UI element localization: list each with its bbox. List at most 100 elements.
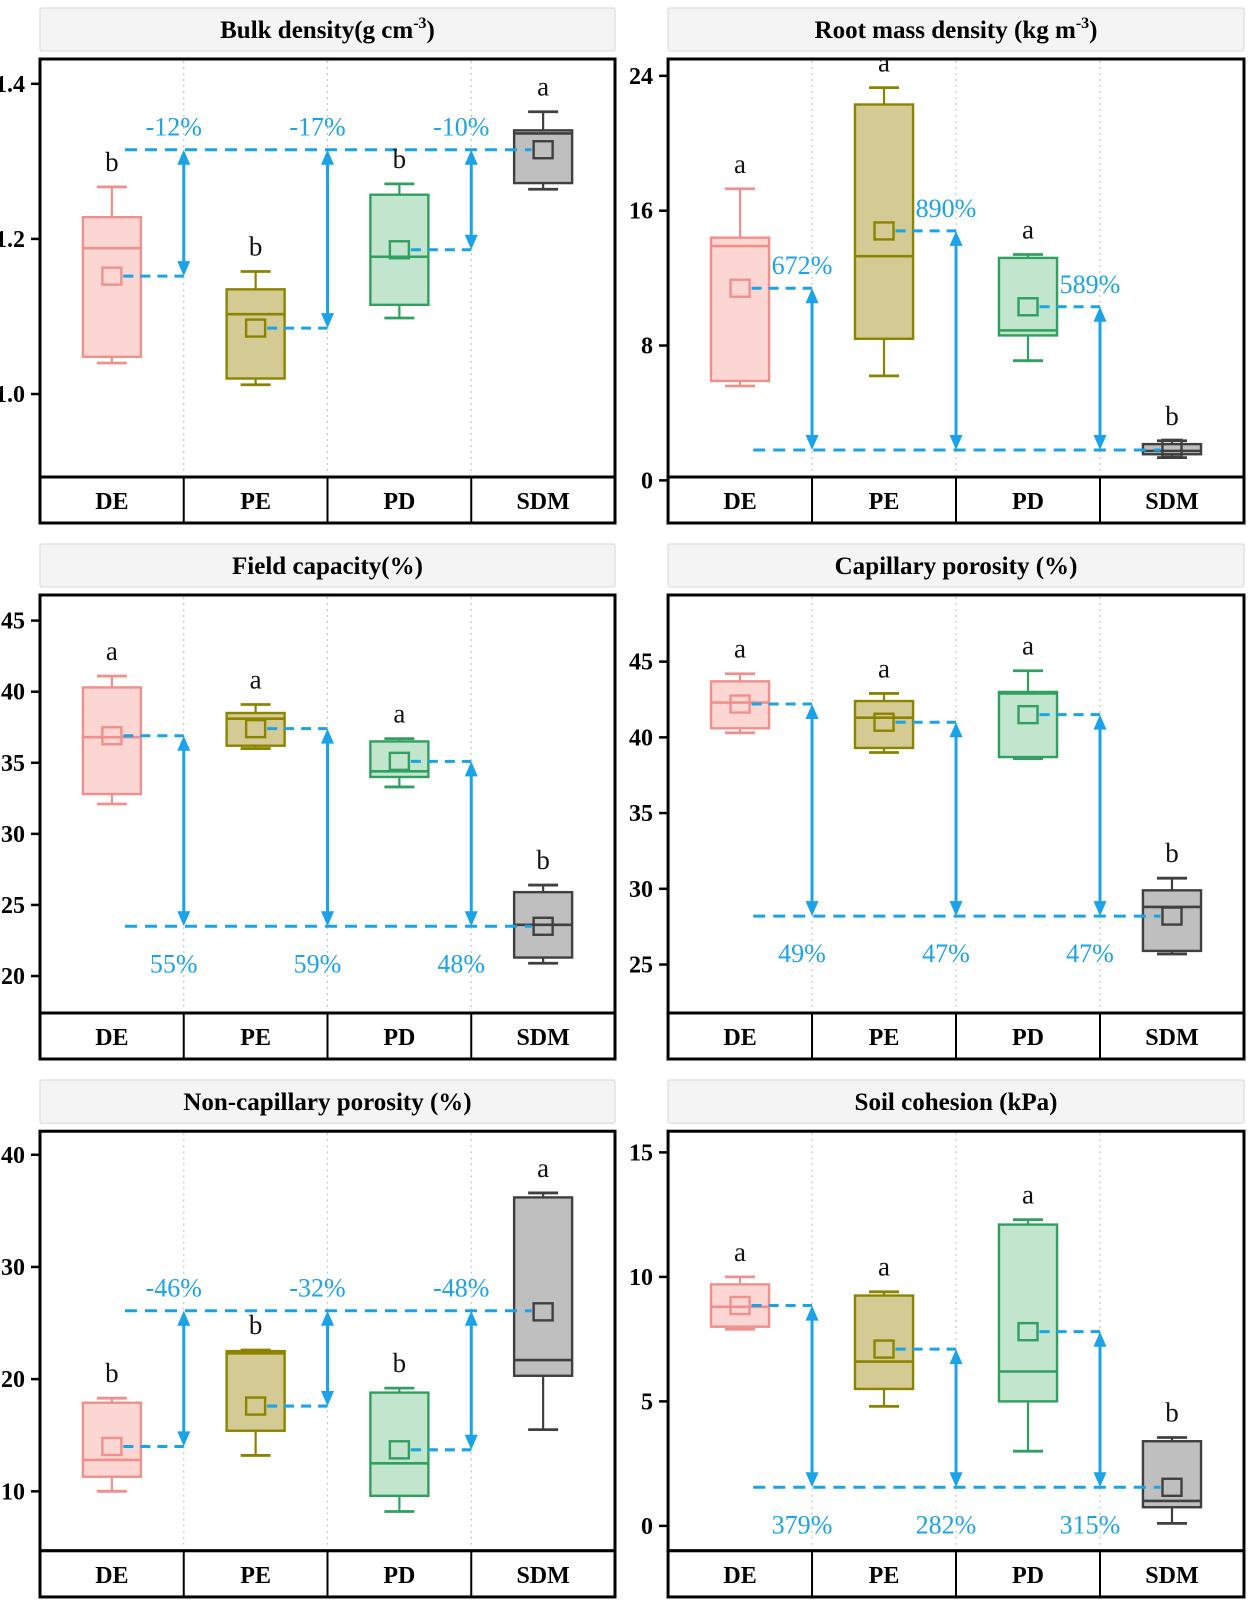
sig-letter: b [393,144,407,174]
annotation-PD: 47% [1039,713,1114,968]
iqr-box [512,1196,574,1377]
annotation-PE: 47% [895,720,970,968]
annotation-DE: -46% [123,1274,202,1448]
percent-change-label: -48% [433,1274,489,1303]
arrow-head-up-icon [321,728,334,744]
panel-title-strip [39,7,616,52]
mean-marker [388,1440,411,1460]
y-tick-label: 1.0 [0,382,25,408]
arrow-head-up-icon [321,1310,334,1326]
sig-letter: a [878,1252,890,1282]
y-tick-label: 20 [1,1367,25,1393]
arrow-head-down-icon [177,911,191,927]
arrow-head-down-icon [464,234,478,250]
percent-change-label: 672% [772,251,833,280]
mean-marker [101,266,123,286]
category-label-SDM: SDM [1145,1025,1198,1051]
mean-marker [1017,704,1039,725]
arrow-head-up-icon [805,704,819,720]
sig-letter: b [1165,401,1179,431]
category-label-SDM: SDM [1145,1563,1198,1589]
y-tick-label: 40 [629,725,653,751]
category-label-PE: PE [869,489,900,515]
arrow-head-up-icon [1093,1331,1107,1347]
arrow-head-up-icon [1093,714,1107,730]
arrow-head-up-icon [464,761,478,777]
arrow-head-down-icon [1093,1472,1107,1488]
sig-letter: b [249,1310,263,1340]
annotation-DE: 55% [123,734,198,978]
annotation-DE: 49% [751,702,826,968]
percent-change-label: 59% [294,949,342,978]
category-label-PD: PD [383,1025,415,1051]
panel-title: Bulk density(g cm-3) [220,15,435,44]
panel-svg: Bulk density(g cm-3) 1.0 1.2 1.4 -12% -17% -10… [0,7,617,525]
percent-change-label: 55% [150,949,198,978]
iqr-box [225,1349,286,1432]
iqr-box [81,686,143,796]
panel-field-capacity: Field capacity(%) 20 25 30 35 40 45 55% 59% 48% a a… [0,536,628,1072]
sig-letter: b [1165,1397,1179,1427]
percent-change-label: 379% [772,1510,833,1539]
panel-bulk-density: Bulk density(g cm-3) 1.0 1.2 1.4 -12% -17% -10… [0,0,628,536]
mean-marker [1017,1321,1039,1342]
arrow-head-down-icon [949,1472,963,1488]
mean-marker [532,140,554,160]
sig-letter: b [1165,838,1179,868]
y-tick-label: 15 [629,1140,653,1166]
box-PE [853,692,915,754]
percent-change-label: 282% [916,1510,977,1539]
arrow-head-up-icon [464,149,478,165]
y-tick-label: 16 [629,199,653,225]
sig-letter: a [106,636,118,666]
box-PD [369,1386,430,1513]
arrow-head-down-icon [949,901,963,917]
annotation-PE: 890% [895,194,976,451]
box-DE [81,1396,143,1493]
arrow-head-down-icon [321,911,334,927]
iqr-box [1141,442,1203,456]
y-tick-label: 40 [1,1143,25,1169]
box-PD [997,1218,1059,1453]
percent-change-label: 47% [922,939,970,968]
mean-marker [388,240,411,260]
panel-svg: Field capacity(%) 20 25 30 35 40 45 55% 59% 48% a a… [1,543,617,1061]
annotation-PD: -10% [410,113,489,252]
arrow-head-down-icon [177,1431,191,1447]
y-tick-label: 1.2 [0,227,25,253]
panel-root-mass-density: Root mass density (kg m-3) 0 8 16 24 672% 890%… [628,0,1257,536]
category-label-SDM: SDM [516,1025,569,1051]
category-label-SDM: SDM [516,489,569,515]
arrow-head-up-icon [949,722,963,738]
annotation-DE: -12% [123,113,202,278]
category-label-DE: DE [95,1025,128,1051]
box-SDM [512,1191,574,1432]
category-label-SDM: SDM [516,1563,569,1589]
y-tick-label: 30 [629,877,653,903]
iqr-box [997,256,1059,337]
y-tick-label: 0 [641,468,653,494]
iqr-box [853,1294,915,1391]
sig-letter: a [537,1153,549,1183]
arrow-head-down-icon [464,1434,478,1450]
category-label-PD: PD [383,1563,415,1589]
annotation-PD: -48% [410,1274,489,1452]
box-PE [853,1290,915,1408]
panel-title-strip [39,543,616,588]
percent-change-label: 315% [1060,1510,1121,1539]
arrow-head-up-icon [464,1310,478,1326]
panel-svg: Soil cohesion (kPa) 0 5 10 15 379% 282% 315% a a a… [629,1079,1246,1599]
annotation-PD: 48% [410,759,485,978]
panel-capillary-porosity: Capillary porosity (%) 25 30 35 40 45 49% 47% 47… [628,536,1257,1072]
sig-letter: a [1022,1180,1034,1210]
arrow-head-up-icon [177,149,191,165]
arrow-head-down-icon [177,261,191,277]
category-label-DE: DE [95,1563,128,1589]
arrow-head-up-icon [1093,306,1107,322]
arrow-head-down-icon [805,901,819,917]
mean-marker [1161,438,1183,459]
arrow-head-down-icon [805,1472,819,1488]
annotation-DE: 672% [751,251,833,451]
sig-letter: a [734,634,746,664]
